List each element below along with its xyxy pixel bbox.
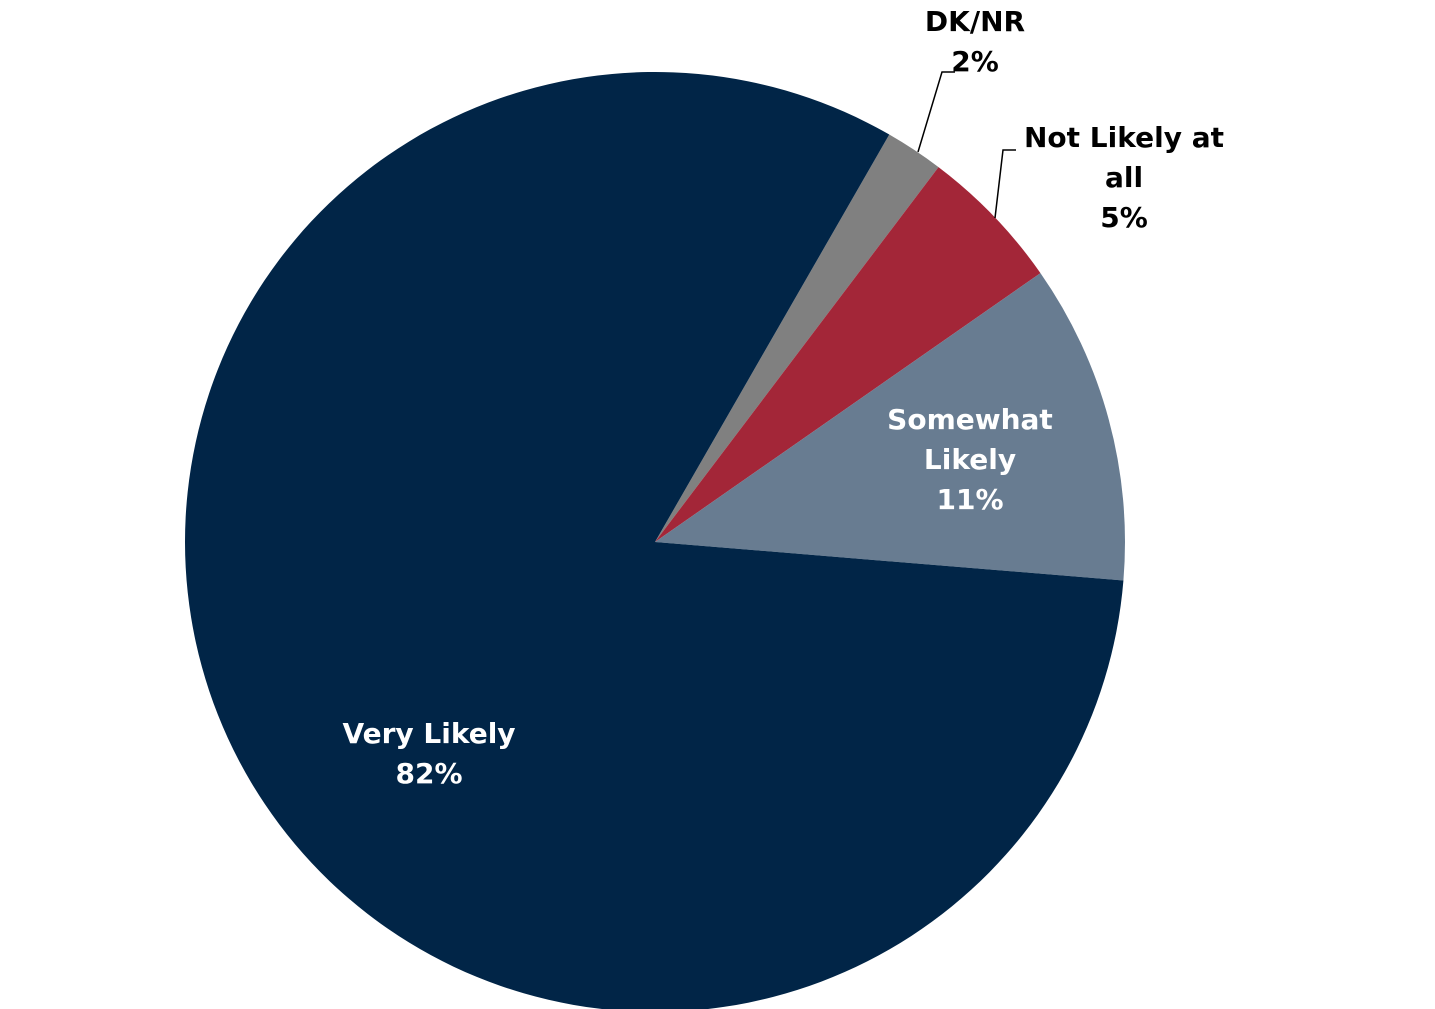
slice-label: Not Likely at all 5%	[1009, 118, 1239, 238]
category-label: Somewhat Likely	[887, 403, 1053, 476]
slice-label: Very Likely 82%	[299, 714, 559, 794]
category-label: Not Likely at all	[1024, 121, 1224, 194]
slice-label: Somewhat Likely 11%	[870, 400, 1070, 520]
pie-slice	[655, 273, 1125, 581]
leader-line	[994, 149, 1016, 219]
category-label: DK/NR	[924, 5, 1026, 38]
value-label: 2%	[951, 45, 999, 78]
pie-slice	[185, 72, 1124, 1009]
pie-slice	[655, 167, 1041, 542]
slice-label: DK/NR 2%	[875, 2, 1075, 82]
value-label: 5%	[1100, 201, 1148, 234]
value-label: 82%	[395, 757, 463, 790]
pie-slice	[655, 134, 939, 542]
leader-line	[917, 71, 955, 153]
category-label: Very Likely	[342, 717, 516, 750]
value-label: 11%	[936, 483, 1004, 516]
